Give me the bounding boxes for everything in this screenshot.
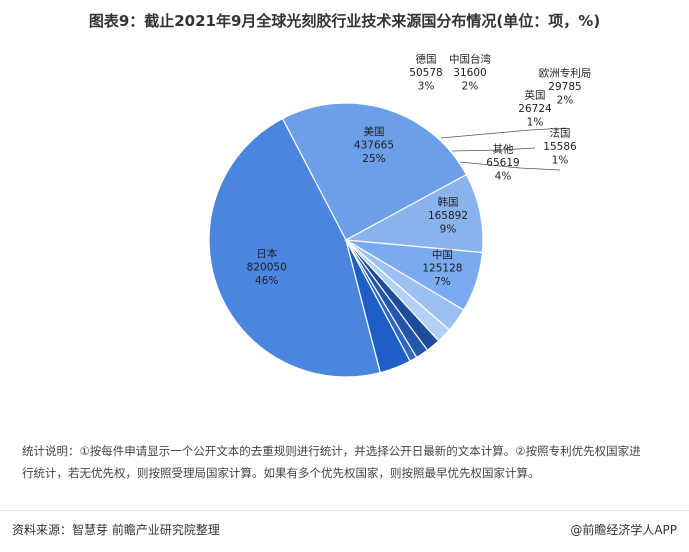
- note-line-1: 统计说明：①按每件申请显示一个公开文本的去重规则进行统计，并选择公开日最新的文本…: [22, 444, 641, 458]
- slice-label-3: 中国 125128 7%: [422, 248, 462, 288]
- slice-label-1: 美国 437665 25%: [354, 125, 394, 165]
- data-source: 资料来源：智慧芽 前瞻产业研究院整理: [12, 523, 220, 537]
- brand-mark: @前瞻经济学人APP: [570, 523, 677, 537]
- leader-lines: [440, 127, 567, 171]
- slice-label-2: 韩国 165892 9%: [428, 196, 468, 236]
- leader-line-8: [459, 161, 561, 171]
- leader-line-6: [440, 127, 567, 139]
- slice-label-5: 中国台湾 31600 2%: [449, 53, 491, 93]
- slice-1: [281, 102, 468, 241]
- leader-line-7: [451, 147, 536, 152]
- chart-title: 图表9：截止2021年9月全球光刻胶行业技术来源国分布情况(单位：项，%): [88, 12, 601, 30]
- slice-0: [208, 117, 382, 378]
- slice-label-0: 日本 820050 46%: [247, 247, 287, 287]
- slice-2: [343, 173, 484, 254]
- slice-label-8: 法国 15586 1%: [543, 127, 577, 167]
- slice-label-9: 其他 65619 4%: [486, 143, 519, 183]
- note-line-2: 行统计，若无优先权，则按照受理局国家计算。如果有多个优先权国家，则按照最早优先权…: [22, 466, 540, 480]
- slice-label-4: 德国 50578 3%: [409, 53, 442, 93]
- slice-label-7: 英国 26724 1%: [518, 89, 552, 129]
- statistics-note: 统计说明：①按每件申请显示一个公开文本的去重规则进行统计，并选择公开日最新的文本…: [22, 440, 672, 484]
- pie-chart: 日本 820050 46% 美国 437665 25% 韩国 165892 9% 中国 125128…: [208, 53, 592, 378]
- footer-divider: [0, 510, 689, 511]
- slice-labels: 日本 820050 46% 美国 437665 25% 韩国 165892 9% 中国 125128…: [247, 53, 592, 288]
- slice-label-6: 欧洲专利局 29785 2%: [539, 67, 592, 107]
- slice-9: [345, 239, 411, 374]
- pie-slices: [208, 102, 484, 378]
